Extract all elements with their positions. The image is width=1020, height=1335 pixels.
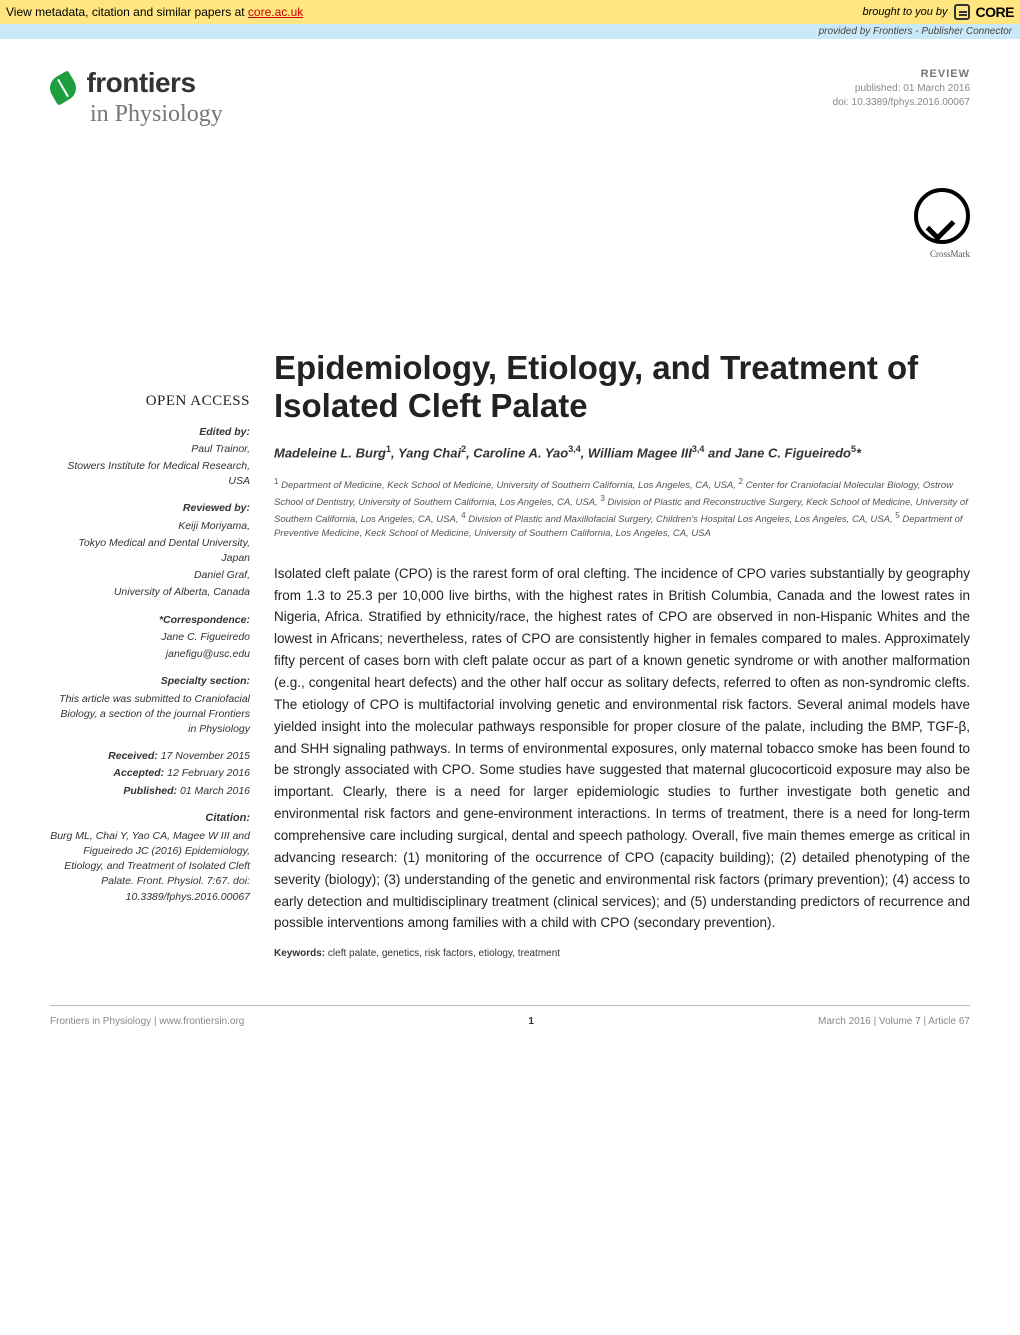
keywords-line: Keywords: cleft palate, genetics, risk f… [274,948,970,959]
page-content: frontiers in Physiology REVIEW published… [0,39,1020,979]
sidebar: OPEN ACCESS Edited by: Paul Trainor, Sto… [50,349,250,960]
footer-right: March 2016 | Volume 7 | Article 67 [818,1016,970,1027]
accepted-line: Accepted: 12 February 2016 [50,766,250,781]
specialty-text: This article was submitted to Craniofaci… [50,692,250,738]
footer-site-link[interactable]: | www.frontiersin.org [154,1016,244,1027]
accepted-label: Accepted: [113,767,164,779]
brought-by-text: brought to you by [863,6,948,18]
crossmark-icon [914,188,970,244]
core-attribution: brought to you by CORE [863,4,1014,20]
metadata-topbar: View metadata, citation and similar pape… [0,0,1020,24]
article-title: Epidemiology, Etiology, and Treatment of… [274,349,970,425]
abstract-text: Isolated cleft palate (CPO) is the rares… [274,563,970,935]
metadata-text-wrap: View metadata, citation and similar pape… [6,5,303,19]
keywords-value: cleft palate, genetics, risk factors, et… [328,948,560,959]
published-line: Published: 01 March 2016 [50,784,250,799]
corr-name: Jane C. Figueiredo [50,630,250,645]
reviewer2-affil: University of Alberta, Canada [50,585,250,600]
received-val: 17 November 2015 [161,750,250,762]
footer-journal-link[interactable]: Frontiers in Physiology [50,1016,151,1027]
citation-text: Burg ML, Chai Y, Yao CA, Magee W III and… [50,829,250,905]
reviewer1-name: Keiji Moriyama, [50,519,250,534]
crossmark-label: CrossMark [50,249,970,259]
pub-date: published: 01 March 2016 [833,82,970,96]
published-val: 01 March 2016 [180,785,250,797]
pub-doi: doi: 10.3389/fphys.2016.00067 [833,96,970,110]
article-type: REVIEW [833,67,970,82]
accepted-val: 12 February 2016 [167,767,250,779]
published-label: Published: [123,785,177,797]
crossmark-block[interactable]: CrossMark [50,188,970,259]
keywords-label: Keywords: [274,948,328,959]
received-line: Received: 17 November 2015 [50,749,250,764]
corr-email[interactable]: janefigu@usc.edu [50,647,250,662]
editor-affil: Stowers Institute for Medical Research, … [50,459,250,489]
affiliations: 1 Department of Medicine, Keck School of… [274,476,970,541]
citation-label: Citation: [50,811,250,827]
footer-issue-link[interactable]: March 2016 | Volume 7 | Article 67 [818,1016,970,1027]
page-number: 1 [528,1016,534,1027]
date-block: Received: 17 November 2015 Accepted: 12 … [50,749,250,799]
core-logo-text: CORE [976,4,1014,20]
correspondence-label: *Correspondence: [50,613,250,628]
header-row: frontiers in Physiology REVIEW published… [50,67,970,128]
received-label: Received: [108,750,158,762]
page-footer: Frontiers in Physiology | www.frontiersi… [50,1005,970,1051]
journal-subtitle: in Physiology [90,101,223,128]
author-list: Madeleine L. Burg1, Yang Chai2, Caroline… [274,443,970,463]
editor-name: Paul Trainor, [50,442,250,457]
provided-source: Frontiers - Publisher Connector [873,26,1012,37]
reviewed-by-label: Reviewed by: [50,501,250,516]
metadata-text: View metadata, citation and similar pape… [6,5,248,19]
edited-by-label: Edited by: [50,425,250,440]
provided-prefix: provided by [819,26,873,37]
specialty-label: Specialty section: [50,674,250,689]
provided-by-bar: provided by Frontiers - Publisher Connec… [0,24,1020,39]
open-access-badge: OPEN ACCESS [50,391,250,413]
journal-name: frontiers [86,67,195,98]
reviewer1-affil: Tokyo Medical and Dental University, Jap… [50,536,250,566]
article-body: Epidemiology, Etiology, and Treatment of… [274,349,970,960]
journal-logo: frontiers in Physiology [50,67,223,128]
reviewer2-name: Daniel Graf, [50,568,250,583]
main-columns: OPEN ACCESS Edited by: Paul Trainor, Sto… [50,349,970,960]
leaf-icon [45,70,81,106]
core-link[interactable]: core.ac.uk [248,5,303,19]
footer-left: Frontiers in Physiology | www.frontiersi… [50,1016,244,1027]
publication-info: REVIEW published: 01 March 2016 doi: 10.… [833,67,970,110]
core-icon [954,4,970,20]
